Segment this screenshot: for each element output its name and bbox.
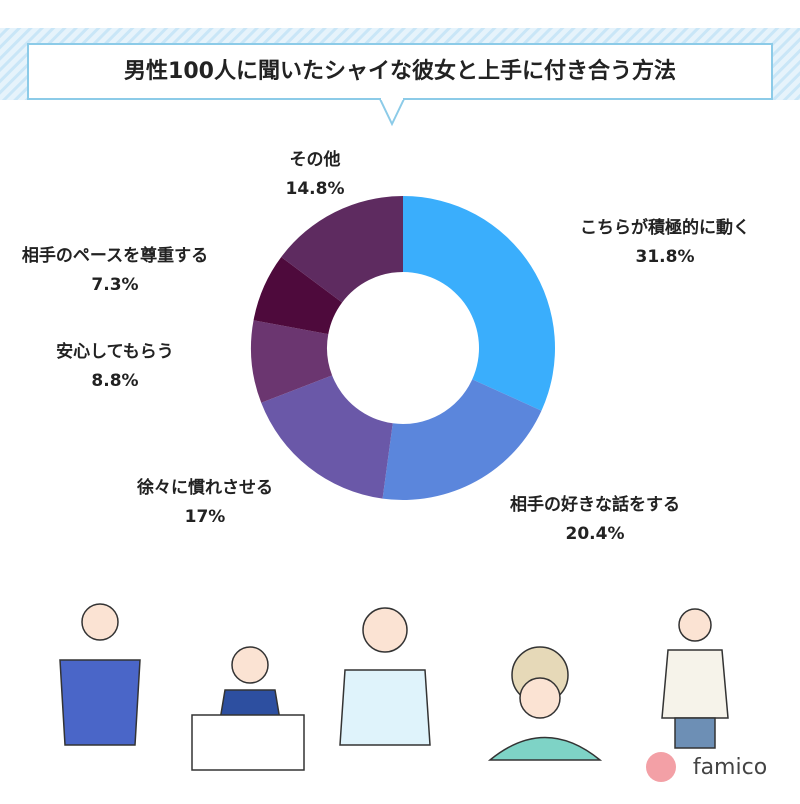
illustrations <box>59 603 729 771</box>
title-pointer <box>379 98 405 127</box>
value-label: 14.8% <box>286 179 345 199</box>
slice-label: 安心してもらう <box>56 341 174 362</box>
donut <box>251 196 555 500</box>
slice-label: こちらが積極的に動く <box>580 217 750 238</box>
slice-label: 相手の好きな話をする <box>510 494 680 515</box>
donut-slice <box>261 375 393 499</box>
value-label: 20.4% <box>566 524 625 544</box>
donut-slice <box>403 196 555 411</box>
slice-label: 徐々に慣れさせる <box>136 477 273 498</box>
slice-label: 相手のペースを尊重する <box>22 245 208 266</box>
brand-name: famico <box>693 755 767 780</box>
value-label: 7.3% <box>91 275 138 295</box>
donut-slice <box>251 320 333 403</box>
value-label: 8.8% <box>91 371 138 391</box>
brand-logo <box>646 752 676 782</box>
donut-slice <box>281 196 403 303</box>
donut-slice <box>382 379 542 500</box>
pointer-cover <box>381 96 403 100</box>
value-label: 31.8% <box>636 247 695 267</box>
value-label: 17% <box>185 507 226 527</box>
slice-label: その他 <box>290 149 341 170</box>
title-box <box>27 43 773 100</box>
donut-slice <box>253 257 343 335</box>
chart-title: 男性100人に聞いたシャイな彼女と上手に付き合う方法 <box>124 58 676 84</box>
